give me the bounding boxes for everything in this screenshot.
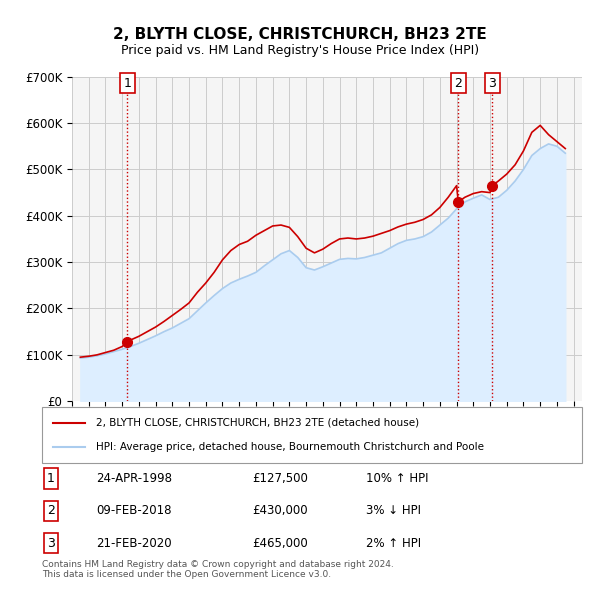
Text: 3: 3 [47,537,55,550]
Text: £465,000: £465,000 [252,537,308,550]
Text: 2, BLYTH CLOSE, CHRISTCHURCH, BH23 2TE: 2, BLYTH CLOSE, CHRISTCHURCH, BH23 2TE [113,27,487,41]
Text: Contains HM Land Registry data © Crown copyright and database right 2024.
This d: Contains HM Land Registry data © Crown c… [42,560,394,579]
Text: 1: 1 [124,77,131,90]
Text: 2: 2 [454,77,462,90]
Text: HPI: Average price, detached house, Bournemouth Christchurch and Poole: HPI: Average price, detached house, Bour… [96,442,484,453]
Text: 2: 2 [47,504,55,517]
Text: 24-APR-1998: 24-APR-1998 [96,472,172,485]
Text: 3% ↓ HPI: 3% ↓ HPI [366,504,421,517]
Text: £430,000: £430,000 [252,504,308,517]
FancyBboxPatch shape [44,501,58,521]
Text: 09-FEB-2018: 09-FEB-2018 [96,504,172,517]
Text: 1: 1 [47,472,55,485]
Text: 2, BLYTH CLOSE, CHRISTCHURCH, BH23 2TE (detached house): 2, BLYTH CLOSE, CHRISTCHURCH, BH23 2TE (… [96,418,419,428]
FancyBboxPatch shape [42,407,582,463]
FancyBboxPatch shape [44,533,58,553]
Text: Price paid vs. HM Land Registry's House Price Index (HPI): Price paid vs. HM Land Registry's House … [121,44,479,57]
FancyBboxPatch shape [44,468,58,489]
Text: 21-FEB-2020: 21-FEB-2020 [96,537,172,550]
Text: 3: 3 [488,77,496,90]
Text: £127,500: £127,500 [252,472,308,485]
Text: 2% ↑ HPI: 2% ↑ HPI [366,537,421,550]
Text: 10% ↑ HPI: 10% ↑ HPI [366,472,428,485]
